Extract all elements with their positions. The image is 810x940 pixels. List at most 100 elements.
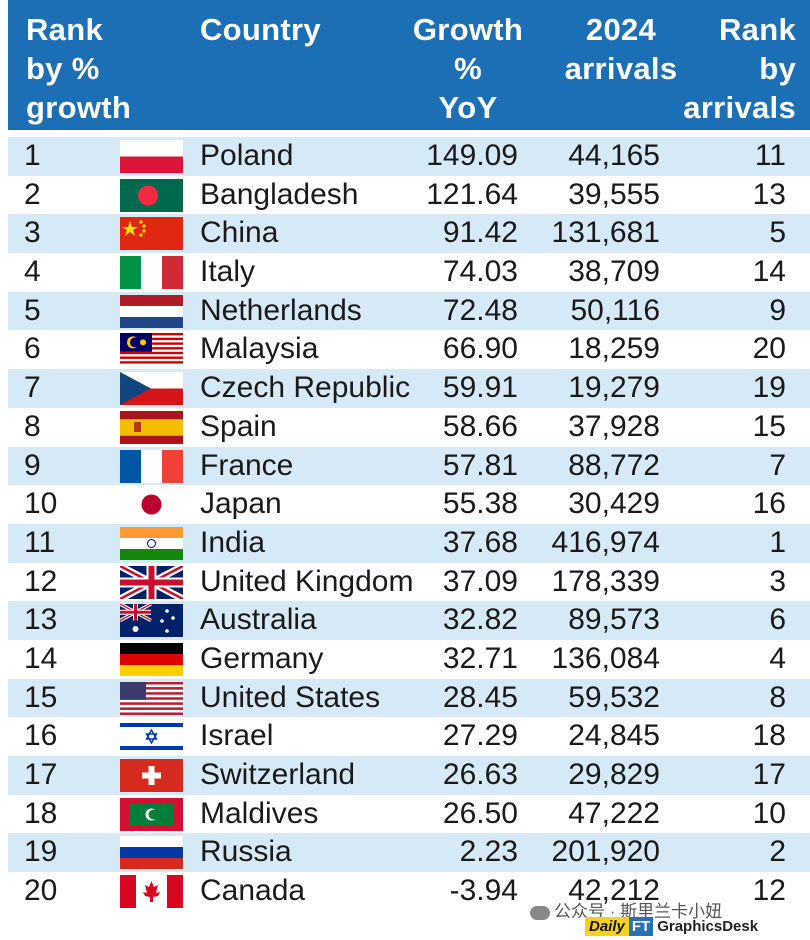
table-row: 1 Poland 149.09 44,165 11 bbox=[8, 137, 810, 176]
growth-cell: 26.63 bbox=[442, 758, 518, 791]
country-cell: Canada bbox=[200, 874, 306, 908]
country-cell: Malaysia bbox=[200, 332, 319, 366]
rank-arrivals-cell: 8 bbox=[769, 680, 786, 714]
growth-cell: -3.94 bbox=[449, 874, 518, 908]
header-line: Rank bbox=[718, 12, 796, 47]
table-row: 16 Israel 27.29 24,845 18 bbox=[8, 717, 810, 756]
growth-cell: 149.09 bbox=[426, 139, 518, 172]
rank-arrivals-cell: 3 bbox=[769, 564, 786, 598]
bangladesh-flag-icon bbox=[120, 178, 183, 212]
header-line: arrivals bbox=[683, 90, 796, 125]
table-row: 6 Malaysia 66.90 18,259 20 bbox=[8, 330, 810, 369]
rank-growth-cell: 15 bbox=[24, 680, 58, 714]
header-arrivals: 2024 arrivals bbox=[556, 10, 686, 88]
table-row: 12 United Kingdom 37.09 178,339 3 bbox=[8, 563, 810, 602]
italy-flag-icon bbox=[120, 256, 183, 290]
arrivals-cell: 19,279 bbox=[568, 371, 660, 405]
rank-growth-cell: 8 bbox=[24, 409, 41, 443]
header-line: by % bbox=[26, 51, 100, 86]
spain-flag-icon bbox=[120, 410, 183, 444]
switzerland-flag-icon bbox=[120, 759, 183, 792]
logo-desk: GraphicsDesk bbox=[657, 917, 759, 935]
table-row: 14 Germany 32.71 136,084 4 bbox=[8, 640, 810, 679]
header-line: arrivals bbox=[564, 51, 678, 86]
watermark-text: 公众号 · 斯里兰卡小妞 bbox=[554, 902, 723, 921]
growth-cell: 32.71 bbox=[442, 641, 518, 675]
russia-flag-icon bbox=[120, 836, 183, 870]
country-cell: United States bbox=[200, 680, 381, 714]
country-cell: Australia bbox=[200, 603, 317, 637]
table-row: 5 Netherlands 72.48 50,116 9 bbox=[8, 291, 810, 331]
country-cell: Bangladesh bbox=[200, 177, 359, 211]
canada-flag-icon bbox=[120, 875, 183, 909]
arrivals-cell: 416,974 bbox=[551, 525, 660, 559]
country-cell: Netherlands bbox=[200, 293, 362, 327]
rank-growth-cell: 17 bbox=[24, 758, 58, 791]
arrivals-cell: 88,772 bbox=[568, 448, 660, 482]
watermark: 公众号 · 斯里兰卡小妞 bbox=[530, 897, 722, 922]
table-row: 13 Australia 32.82 89,573 6 bbox=[8, 601, 810, 640]
arrivals-cell: 59,532 bbox=[568, 680, 660, 714]
maldives-flag-icon bbox=[120, 797, 183, 831]
arrivals-cell: 201,920 bbox=[551, 835, 660, 869]
growth-cell: 58.66 bbox=[442, 409, 518, 443]
table-row: 11 India 37.68 416,974 1 bbox=[8, 523, 810, 563]
rank-arrivals-cell: 12 bbox=[752, 874, 786, 908]
table-body: 1 Poland 149.09 44,165 11 2 Bangladesh 121.64 39… bbox=[8, 137, 810, 911]
country-cell: France bbox=[200, 448, 294, 482]
country-cell: Spain bbox=[200, 409, 277, 443]
header-line: Growth bbox=[412, 12, 524, 47]
growth-cell: 72.48 bbox=[442, 293, 518, 327]
arrivals-cell: 131,681 bbox=[551, 216, 660, 250]
rank-growth-cell: 11 bbox=[24, 525, 56, 559]
india-flag-icon bbox=[120, 526, 183, 560]
rank-growth-cell: 19 bbox=[24, 835, 58, 869]
growth-cell: 59.91 bbox=[442, 371, 518, 405]
arrivals-cell: 136,084 bbox=[551, 641, 660, 675]
country-cell: Italy bbox=[200, 255, 256, 289]
header-line: YoY bbox=[438, 90, 498, 125]
table-row: 19 Russia 2.23 201,920 2 bbox=[8, 833, 810, 873]
arrivals-cell: 38,709 bbox=[568, 255, 660, 289]
header-line: by bbox=[759, 51, 796, 86]
rank-growth-cell: 18 bbox=[24, 796, 58, 830]
rank-arrivals-cell: 1 bbox=[769, 525, 786, 559]
rank-growth-cell: 4 bbox=[24, 255, 41, 289]
country-cell: Maldives bbox=[200, 796, 319, 830]
rank-growth-cell: 2 bbox=[24, 177, 41, 211]
arrivals-cell: 29,829 bbox=[568, 758, 660, 791]
table-row: 4 Italy 74.03 38,709 14 bbox=[8, 253, 810, 292]
arrivals-cell: 50,116 bbox=[570, 293, 660, 327]
netherlands-flag-icon bbox=[120, 294, 183, 328]
country-cell: Poland bbox=[200, 139, 294, 172]
rank-arrivals-cell: 5 bbox=[769, 216, 786, 250]
arrivals-cell: 37,928 bbox=[568, 409, 660, 443]
country-cell: Japan bbox=[200, 487, 282, 521]
country-cell: Czech Republic bbox=[200, 371, 411, 405]
rank-arrivals-cell: 16 bbox=[752, 487, 786, 521]
table-row: 2 Bangladesh 121.64 39,555 13 bbox=[8, 176, 810, 215]
arrivals-cell: 47,222 bbox=[568, 796, 660, 830]
rank-arrivals-cell: 20 bbox=[752, 332, 786, 366]
rank-arrivals-cell: 13 bbox=[752, 177, 786, 211]
rank-growth-cell: 13 bbox=[24, 603, 58, 637]
growth-cell: 27.29 bbox=[442, 719, 518, 753]
rank-growth-cell: 6 bbox=[24, 332, 41, 366]
header-line: 2024 bbox=[585, 12, 657, 47]
country-cell: Israel bbox=[200, 719, 274, 753]
rank-growth-cell: 5 bbox=[24, 293, 41, 327]
rank-growth-cell: 7 bbox=[24, 371, 41, 405]
logo-daily: Daily bbox=[585, 916, 629, 936]
growth-cell: 37.09 bbox=[442, 564, 518, 598]
logo-ft: FT bbox=[628, 916, 654, 936]
rank-arrivals-cell: 7 bbox=[769, 448, 786, 482]
rank-growth-cell: 16 bbox=[24, 719, 58, 753]
country-cell: Switzerland bbox=[200, 758, 356, 791]
rank-arrivals-cell: 18 bbox=[752, 719, 786, 753]
arrivals-cell: 18,259 bbox=[568, 332, 660, 366]
arrivals-cell: 30,429 bbox=[568, 487, 660, 521]
germany-flag-icon bbox=[120, 642, 183, 676]
rank-arrivals-cell: 6 bbox=[769, 603, 786, 637]
usa-flag-icon bbox=[120, 681, 183, 715]
rank-growth-cell: 10 bbox=[24, 487, 58, 521]
